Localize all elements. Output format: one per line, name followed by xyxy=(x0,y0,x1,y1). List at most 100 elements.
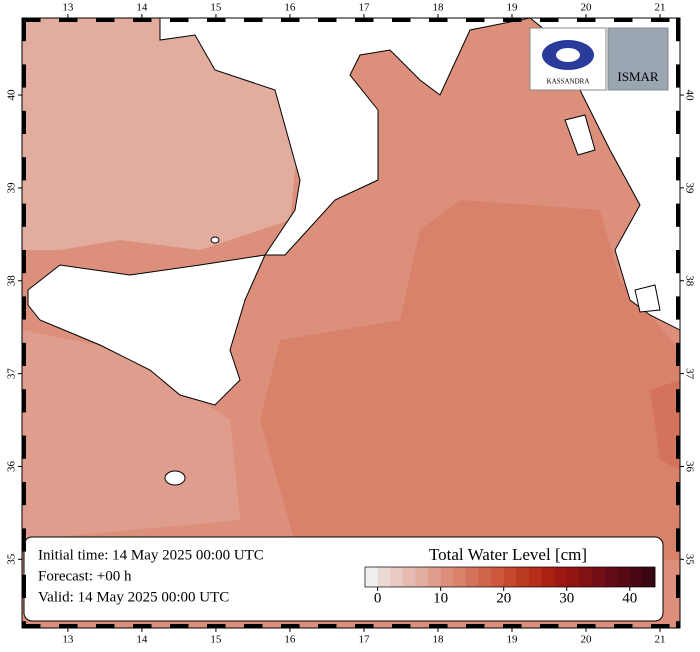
frame xyxy=(21,17,681,629)
colorbar-swatch xyxy=(402,567,416,587)
y-tick-label: 35 xyxy=(6,553,18,565)
border xyxy=(676,389,680,413)
colorbar-title: Total Water Level [cm] xyxy=(429,545,587,564)
colorbar-swatch xyxy=(516,567,530,587)
border xyxy=(429,18,448,22)
border xyxy=(676,528,680,552)
sea-darker xyxy=(650,380,680,470)
border xyxy=(22,574,26,598)
colorbar-swatch xyxy=(541,567,555,587)
island xyxy=(634,284,661,313)
border xyxy=(22,296,26,320)
border xyxy=(676,250,680,274)
border xyxy=(207,18,226,22)
border xyxy=(355,624,374,628)
border xyxy=(392,18,411,22)
x-tick-label: 17 xyxy=(358,2,370,14)
colorbar-swatch xyxy=(465,567,479,587)
info-text: Initial time: 14 May 2025 00:00 UTC xyxy=(38,547,264,563)
colorbar-swatch xyxy=(554,567,568,587)
border xyxy=(676,482,680,506)
border xyxy=(22,624,41,628)
malta xyxy=(164,470,186,486)
colorbar-tick-label: 40 xyxy=(622,590,637,606)
border xyxy=(466,18,485,22)
logo-box xyxy=(607,27,669,91)
logo-text: ISMAR xyxy=(617,69,659,84)
x-tick-label: 18 xyxy=(432,2,444,14)
border xyxy=(22,389,26,413)
colorbar-swatch xyxy=(453,567,467,587)
sea-dark xyxy=(260,200,680,560)
border xyxy=(22,250,26,274)
colorbar-swatch xyxy=(503,567,517,587)
island xyxy=(210,236,220,244)
border xyxy=(676,296,680,320)
border xyxy=(133,624,152,628)
border xyxy=(503,18,522,22)
border xyxy=(22,435,26,459)
border xyxy=(22,64,26,88)
border xyxy=(96,624,115,628)
colorbar-swatch xyxy=(415,567,429,587)
x-tick-label: 14 xyxy=(136,634,148,646)
border xyxy=(59,624,78,628)
border xyxy=(676,621,680,628)
x-tick-label: 21 xyxy=(655,2,666,14)
colorbar-swatch xyxy=(528,567,542,587)
x-tick-label: 17 xyxy=(358,634,370,646)
border xyxy=(281,624,300,628)
border xyxy=(96,18,115,22)
border xyxy=(540,624,559,628)
y-tick-label: 37 xyxy=(683,368,695,380)
border xyxy=(22,203,26,227)
colorbar-swatch xyxy=(390,567,404,587)
border xyxy=(676,203,680,227)
italy xyxy=(159,18,531,256)
x-tick-label: 15 xyxy=(210,634,222,646)
border xyxy=(676,342,680,366)
colorbar-swatch xyxy=(617,567,631,587)
y-tick-label: 38 xyxy=(6,275,18,287)
x-tick-label: 15 xyxy=(210,2,222,14)
colorbar-frame xyxy=(364,566,656,588)
border xyxy=(676,18,680,42)
colorbar-tick-label: 20 xyxy=(496,590,511,606)
x-tick-label: 21 xyxy=(655,634,666,646)
border xyxy=(466,624,485,628)
border xyxy=(651,624,670,628)
x-tick-label: 13 xyxy=(62,634,74,646)
border xyxy=(614,18,633,22)
border xyxy=(244,624,263,628)
colorbar-swatch xyxy=(440,567,454,587)
y-tick-label: 36 xyxy=(683,461,695,473)
x-tick-label: 16 xyxy=(284,2,296,14)
border xyxy=(614,624,633,628)
border xyxy=(22,621,26,628)
border xyxy=(318,18,337,22)
sea-mid xyxy=(22,330,240,540)
y-tick-label: 40 xyxy=(6,89,18,101)
logo-text: KASSANDRA xyxy=(547,78,590,86)
border xyxy=(577,624,596,628)
border xyxy=(22,528,26,552)
border xyxy=(170,18,189,22)
border xyxy=(651,18,670,22)
colorbar-swatch xyxy=(377,567,391,587)
border xyxy=(676,574,680,598)
border xyxy=(22,157,26,181)
colorbar-swatch xyxy=(642,567,656,587)
y-tick-label: 36 xyxy=(6,460,18,472)
border xyxy=(429,624,448,628)
x-tick-label: 19 xyxy=(506,2,518,14)
logo-icon xyxy=(556,48,580,62)
border xyxy=(244,18,263,22)
colorbar-swatch xyxy=(428,567,441,587)
border xyxy=(22,18,26,42)
colorbar-swatch xyxy=(491,567,504,587)
border xyxy=(59,18,78,22)
border xyxy=(676,64,680,88)
border xyxy=(676,435,680,459)
map-area xyxy=(22,18,680,628)
border xyxy=(22,18,41,22)
